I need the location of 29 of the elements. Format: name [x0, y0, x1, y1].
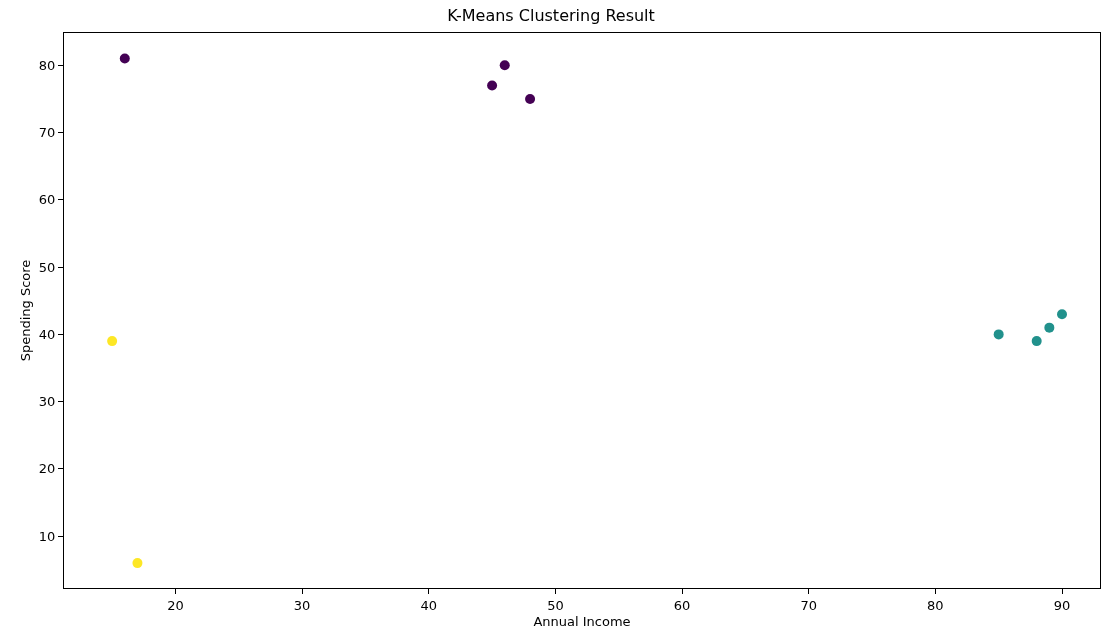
y-tick-label: 40 [38, 326, 56, 342]
x-tick-label: 60 [673, 597, 691, 613]
x-tick-label: 20 [167, 597, 184, 613]
y-tick-label: 30 [38, 394, 56, 410]
point [499, 60, 510, 71]
point [1057, 309, 1067, 320]
point [487, 80, 498, 91]
x-tick-label: 30 [293, 597, 311, 613]
x-tick-label: 70 [800, 597, 817, 613]
y-axis-title: Spending Score [17, 259, 33, 362]
point [1044, 322, 1055, 333]
point [993, 329, 1004, 340]
point [525, 93, 536, 104]
y-tick-label: 80 [38, 57, 56, 73]
chart-title: K-Means Clustering Result [447, 5, 655, 25]
x-tick-label: 50 [547, 597, 564, 613]
x-axis-title: Annual Income [533, 614, 631, 630]
point [1031, 336, 1042, 347]
y-tick-label: 70 [38, 125, 56, 141]
point [107, 336, 118, 347]
x-tick-label: 90 [1053, 597, 1071, 613]
y-tick-label: 50 [38, 259, 56, 275]
x-tick-label: 40 [420, 597, 438, 613]
y-tick-label: 20 [38, 461, 56, 477]
y-tick-label: 60 [38, 192, 56, 208]
point [119, 53, 130, 64]
y-tick-label: 10 [38, 528, 56, 544]
point [132, 558, 143, 569]
x-tick-label: 80 [927, 597, 944, 613]
